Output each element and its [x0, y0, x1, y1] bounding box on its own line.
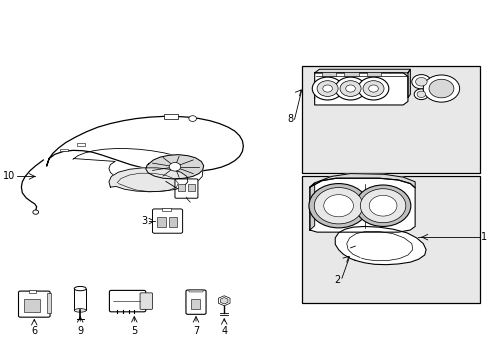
Bar: [60, 149, 68, 152]
FancyBboxPatch shape: [109, 291, 145, 312]
Bar: [321, 72, 336, 76]
Text: 4: 4: [221, 327, 227, 337]
Polygon shape: [47, 116, 243, 172]
Bar: [77, 143, 85, 146]
Polygon shape: [309, 174, 414, 188]
Text: 1: 1: [480, 232, 486, 242]
Circle shape: [314, 188, 362, 224]
Circle shape: [416, 91, 425, 98]
Bar: [301, 176, 479, 303]
Circle shape: [428, 79, 453, 98]
Bar: [162, 208, 170, 211]
Text: 3: 3: [141, 216, 147, 226]
Circle shape: [345, 85, 355, 92]
Text: 8: 8: [286, 114, 292, 124]
Circle shape: [169, 162, 181, 171]
Bar: [168, 217, 177, 227]
Circle shape: [339, 81, 360, 96]
Circle shape: [368, 85, 378, 92]
Bar: [157, 217, 165, 227]
Polygon shape: [335, 226, 425, 265]
Circle shape: [362, 81, 383, 96]
Text: 5: 5: [131, 327, 137, 337]
Circle shape: [316, 81, 337, 96]
FancyBboxPatch shape: [152, 209, 182, 233]
Circle shape: [368, 195, 396, 216]
Bar: [366, 72, 380, 76]
Bar: [163, 114, 178, 118]
Ellipse shape: [74, 309, 86, 312]
FancyBboxPatch shape: [140, 293, 152, 309]
Polygon shape: [314, 73, 407, 105]
Circle shape: [335, 77, 365, 100]
Bar: [344, 72, 358, 76]
Circle shape: [33, 210, 39, 214]
Polygon shape: [314, 69, 409, 73]
Circle shape: [360, 189, 405, 223]
Circle shape: [415, 77, 426, 86]
Bar: [190, 298, 200, 309]
Bar: [301, 66, 479, 173]
Circle shape: [312, 77, 342, 100]
Circle shape: [423, 75, 459, 102]
FancyBboxPatch shape: [175, 179, 198, 198]
FancyBboxPatch shape: [19, 291, 50, 317]
Text: 2: 2: [334, 275, 340, 285]
Circle shape: [358, 77, 388, 100]
Bar: [24, 298, 40, 312]
Polygon shape: [309, 183, 314, 230]
Bar: [187, 184, 195, 192]
Text: 7: 7: [192, 327, 199, 337]
Circle shape: [355, 185, 410, 226]
Circle shape: [323, 195, 353, 217]
Text: 11: 11: [151, 176, 163, 186]
Bar: [29, 290, 36, 293]
Bar: [74, 289, 86, 310]
Circle shape: [413, 89, 427, 100]
Polygon shape: [407, 69, 409, 98]
Circle shape: [188, 116, 196, 121]
Bar: [178, 184, 185, 192]
Circle shape: [322, 85, 332, 92]
Bar: [47, 293, 51, 313]
Ellipse shape: [74, 287, 86, 291]
Polygon shape: [109, 168, 187, 192]
Bar: [188, 290, 203, 292]
Text: 6: 6: [31, 327, 37, 337]
Circle shape: [411, 75, 430, 89]
Circle shape: [308, 184, 367, 228]
FancyBboxPatch shape: [185, 290, 205, 314]
Polygon shape: [309, 178, 414, 232]
Text: 10: 10: [3, 171, 16, 181]
Polygon shape: [145, 155, 203, 179]
Text: 9: 9: [77, 327, 83, 337]
